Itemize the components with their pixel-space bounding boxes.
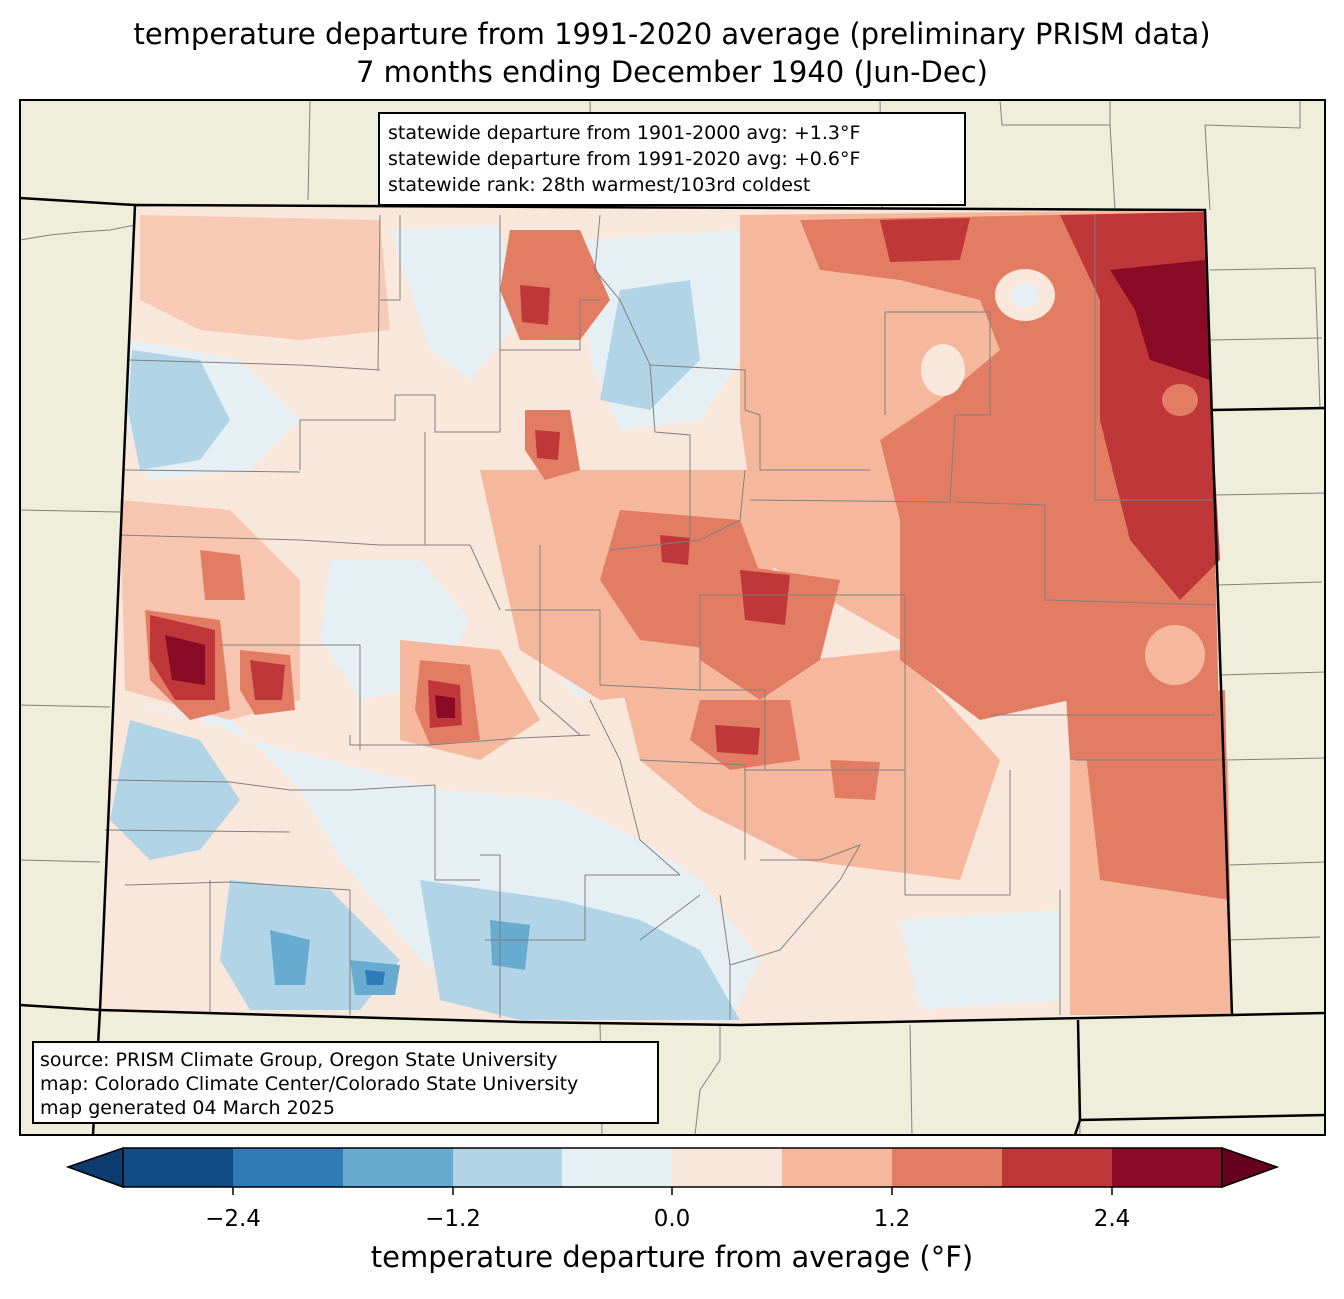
source-box: source: PRISM Climate Group, Oregon Stat…: [32, 1041, 659, 1124]
title-line-2: 7 months ending December 1940 (Jun-Dec): [356, 55, 988, 89]
county-lines: [104, 214, 1225, 1020]
map-credit-line: map: Colorado Climate Center/Colorado St…: [40, 1073, 579, 1095]
colorbar-bin: [672, 1148, 782, 1187]
map-frame: [19, 99, 1326, 1136]
colorbar-bin: [343, 1148, 453, 1187]
colorbar-bin: [892, 1148, 1002, 1187]
statewide-stats-box: statewide departure from 1901-2000 avg: …: [378, 112, 966, 206]
colorbar-bin: [1002, 1148, 1112, 1187]
colorbar-tick-label: 1.2: [873, 1206, 911, 1232]
generated-date-line: map generated 04 March 2025: [40, 1097, 335, 1119]
colorbar-bin: [453, 1148, 562, 1187]
colorbar: [65, 1146, 1280, 1195]
colorbar-high-arrow: [1221, 1146, 1280, 1189]
colorbar-bin: [123, 1148, 233, 1187]
temperature-contours: [110, 210, 1232, 1022]
colorbar-bin: [233, 1148, 343, 1187]
source-line: source: PRISM Climate Group, Oregon Stat…: [40, 1049, 558, 1071]
colorbar-tick-label: 2.4: [1093, 1206, 1131, 1232]
stat-rank: statewide rank: 28th warmest/103rd colde…: [388, 174, 811, 196]
title-line-1: temperature departure from 1991-2020 ave…: [133, 17, 1211, 51]
colorbar-tick-label: 0.0: [653, 1206, 691, 1232]
colorbar-label: temperature departure from average (°F): [370, 1240, 974, 1274]
colorbar-ticks: [232, 1187, 1113, 1195]
colorbar-bin: [1112, 1148, 1222, 1187]
colorbar-tick-label: −1.2: [425, 1206, 481, 1232]
stat-departure-1901-2000: statewide departure from 1901-2000 avg: …: [388, 122, 861, 144]
colorbar-tick-label: −2.4: [205, 1206, 261, 1232]
colorbar-bin: [562, 1148, 672, 1187]
colorbar-bin: [782, 1148, 892, 1187]
stat-departure-1991-2020: statewide departure from 1991-2020 avg: …: [388, 148, 861, 170]
colorbar-low-arrow: [65, 1146, 124, 1189]
